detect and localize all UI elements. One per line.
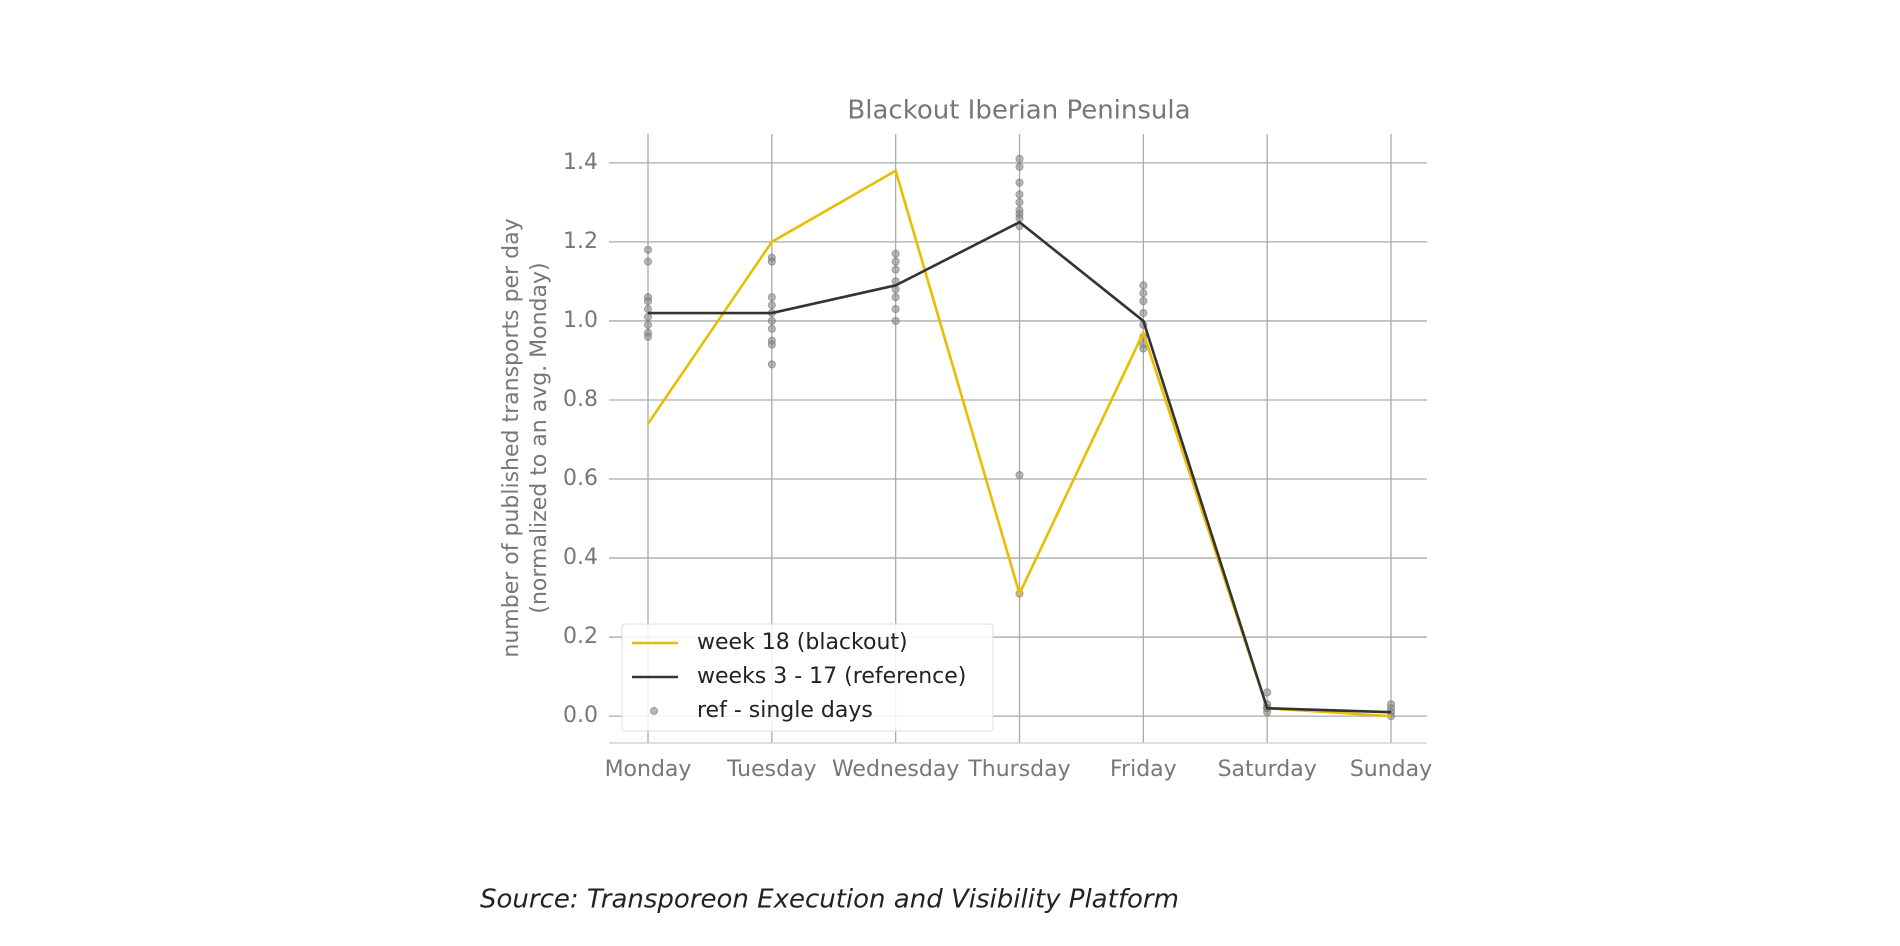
data-point — [1015, 198, 1024, 207]
source-note: Source: Transporeon Execution and Visibi… — [480, 885, 1179, 915]
data-point — [1139, 344, 1148, 353]
data-point — [767, 301, 776, 310]
legend-label: ref - single days — [697, 698, 873, 723]
data-point — [767, 360, 776, 369]
y-axis-label: (normalized to an avg. Monday) — [527, 262, 552, 613]
legend-label: weeks 3 - 17 (reference) — [697, 664, 966, 689]
data-point — [1139, 281, 1148, 290]
data-point — [1015, 178, 1024, 187]
y-tick-label: 0.8 — [563, 387, 598, 412]
y-tick-label: 0.0 — [563, 703, 598, 728]
chart-title: Blackout Iberian Peninsula — [847, 96, 1190, 126]
data-point — [767, 293, 776, 302]
x-tick-label: Sunday — [1350, 757, 1432, 782]
data-point — [1015, 190, 1024, 199]
data-point — [891, 265, 900, 274]
y-tick-label: 0.2 — [563, 624, 598, 649]
data-point — [1015, 162, 1024, 171]
data-point — [767, 340, 776, 349]
data-point — [643, 312, 653, 322]
x-tick-label: Tuesday — [726, 757, 817, 782]
data-point — [643, 320, 653, 329]
y-tick-label: 1.4 — [563, 150, 598, 175]
x-tick-label: Friday — [1110, 757, 1177, 782]
data-point — [891, 257, 900, 266]
x-tick-label: Monday — [605, 757, 692, 782]
legend-box — [621, 623, 994, 732]
data-point — [643, 245, 653, 254]
data-point — [1139, 308, 1148, 318]
data-point — [1015, 154, 1024, 163]
data-point — [1139, 289, 1148, 298]
x-tick-label: Thursday — [967, 757, 1070, 782]
y-tick-label: 1.0 — [563, 308, 598, 333]
y-tick-label: 0.6 — [563, 466, 598, 491]
data-point — [643, 257, 653, 266]
legend-label: week 18 (blackout) — [697, 630, 908, 655]
data-point — [891, 249, 900, 258]
y-tick-label: 1.2 — [563, 229, 598, 254]
data-point — [1139, 297, 1148, 306]
data-point — [891, 293, 900, 302]
data-point — [891, 316, 900, 326]
data-point — [643, 304, 653, 314]
data-point — [767, 316, 776, 326]
data-point — [767, 257, 776, 266]
data-point — [1263, 688, 1272, 697]
legend-marker — [649, 706, 659, 716]
x-tick-label: Wednesday — [832, 757, 959, 782]
data-line — [648, 220, 1392, 714]
data-point — [767, 324, 776, 333]
y-axis-label: number of published transports per day — [499, 218, 524, 657]
data-point — [891, 304, 900, 314]
data-point — [643, 297, 653, 306]
data-point — [643, 332, 653, 341]
data-point — [1015, 470, 1024, 480]
y-tick-label: 0.4 — [563, 545, 598, 570]
x-tick-label: Saturday — [1218, 757, 1317, 782]
